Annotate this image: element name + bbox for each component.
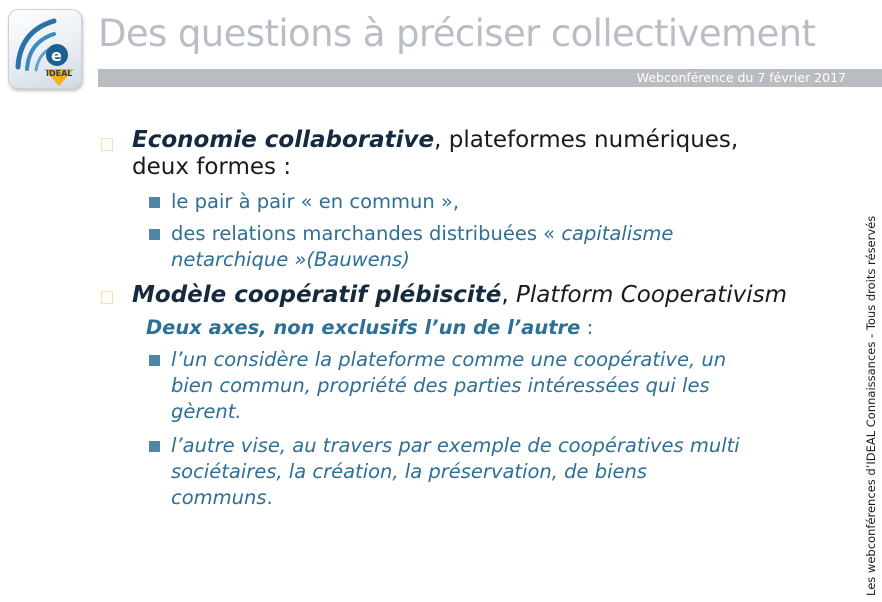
- bullet-box-icon: [101, 291, 113, 304]
- sub-bullet-2b-line-2: sociétaires, la création, la préservatio…: [171, 460, 648, 483]
- copyright-note: Les webconférences d’IDEAL Connaissances…: [864, 215, 878, 596]
- square-bullet-icon: [149, 441, 160, 452]
- axes-heading: Deux axes, non exclusifs l’un de l’autre…: [146, 316, 594, 339]
- ideal-logo-icon: e IDEAL: [15, 18, 74, 86]
- sub-bullet-2a-line-1: l’un considère la plateforme comme une c…: [171, 348, 727, 371]
- bullet-box-icon: [101, 138, 113, 151]
- svg-text:e: e: [51, 46, 62, 65]
- sub-bullet-2b-line-3: communs.: [171, 486, 273, 509]
- square-bullet-icon: [149, 197, 160, 208]
- sub-bullet-2a-line-3: gèrent.: [171, 400, 242, 423]
- sub-bullet-1b-line-2: netarchique »(Bauwens): [171, 248, 410, 271]
- slide-content: Economie collaborative, plateformes numé…: [101, 127, 788, 509]
- sub-bullet-1a: le pair à pair « en commun »,: [171, 190, 460, 213]
- ideal-logo: e IDEAL: [8, 9, 82, 89]
- square-bullet-icon: [149, 355, 160, 366]
- sub-bullet-1b-line-1: des relations marchandes distribuées « c…: [171, 222, 674, 245]
- webconference-date: Webconférence du 7 février 2017: [636, 70, 846, 85]
- bullet-2-line-1: Modèle coopératif plébiscité, Platform C…: [132, 282, 788, 308]
- svg-text:IDEAL: IDEAL: [46, 69, 72, 78]
- bullet-1-line-2: deux formes :: [132, 154, 292, 180]
- page-title: Des questions à préciser collectivement: [98, 12, 816, 55]
- square-bullet-icon: [149, 229, 160, 240]
- sub-bullet-2a-line-2: bien commun, propriété des parties intér…: [171, 374, 710, 397]
- header-band: Webconférence du 7 février 2017: [98, 69, 882, 87]
- bullet-1-line-1: Economie collaborative, plateformes numé…: [132, 127, 739, 153]
- sub-bullet-2b-line-1: l’autre vise, au travers par exemple de …: [171, 434, 740, 457]
